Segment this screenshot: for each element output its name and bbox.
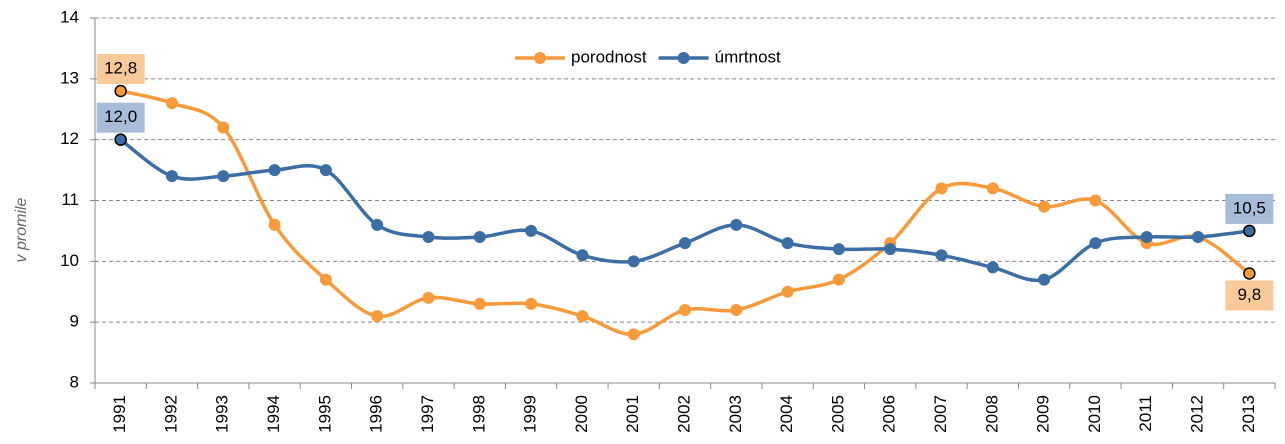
x-tick-label: 1999 [521, 395, 540, 433]
x-tick-label: 2004 [777, 395, 796, 433]
x-tick-label: 2011 [1136, 395, 1155, 432]
value-label-bg [1225, 280, 1274, 311]
x-tick-label: 2010 [1085, 395, 1104, 433]
data-point [1140, 231, 1153, 243]
x-tick-label: 2012 [1188, 395, 1207, 433]
x-tick-label: 2006 [880, 395, 899, 433]
x-tick-label: 1991 [110, 395, 129, 433]
data-point [371, 218, 384, 231]
data-point [679, 237, 691, 250]
data-point [473, 231, 486, 243]
y-tick-label: 10 [60, 251, 79, 270]
value-label: 10,5 [1233, 198, 1266, 217]
y-tick-label: 13 [60, 68, 79, 87]
x-tick-label: 2009 [1034, 395, 1053, 433]
data-point [1192, 231, 1205, 243]
data-point [165, 97, 178, 110]
data-point [473, 297, 486, 310]
data-point [1038, 273, 1051, 286]
data-point [165, 170, 178, 183]
value-label-bg [96, 102, 145, 133]
data-point [268, 164, 281, 177]
data-point [781, 237, 794, 250]
data-point [781, 285, 794, 298]
value-label: 12,8 [104, 58, 137, 77]
y-tick-label: 11 [61, 190, 79, 209]
data-point [884, 243, 897, 256]
legend-label: porodnost [571, 47, 647, 66]
data-point [986, 261, 999, 274]
x-tick-label: 2007 [931, 395, 950, 433]
y-tick-label: 9 [70, 312, 79, 331]
data-point [1089, 237, 1102, 250]
data-point [1038, 200, 1051, 213]
data-point [832, 273, 845, 286]
legend-label: úmrtnost [715, 47, 781, 66]
data-point [935, 249, 948, 262]
data-point [319, 273, 332, 286]
x-tick-label: 2013 [1239, 395, 1258, 433]
data-point [730, 218, 743, 231]
value-label: 9,8 [1238, 285, 1262, 304]
data-point [627, 328, 640, 341]
data-point [525, 297, 538, 310]
y-tick-label: 8 [70, 372, 79, 391]
legend-marker [677, 52, 690, 64]
data-point [422, 231, 435, 243]
data-point [114, 133, 127, 146]
data-point [576, 310, 589, 323]
data-point [730, 304, 743, 316]
data-point [576, 249, 589, 262]
data-point [114, 84, 127, 98]
x-tick-label: 2005 [828, 395, 847, 433]
data-point [935, 182, 948, 195]
data-point [1243, 224, 1256, 238]
x-tick-label: 2001 [623, 395, 642, 433]
y-tick-label: 14 [60, 7, 79, 26]
y-axis-label: v promile [13, 197, 30, 262]
data-point [371, 310, 384, 323]
data-point [217, 170, 230, 183]
x-tick-label: 2000 [572, 395, 591, 433]
series-line [120, 89, 1251, 337]
data-point [832, 243, 845, 256]
data-point [986, 182, 999, 195]
data-point [1089, 194, 1102, 207]
data-point [268, 218, 281, 231]
value-label: 12,0 [104, 107, 137, 126]
data-point [319, 164, 332, 177]
x-tick-label: 1996 [367, 395, 386, 433]
x-tick-label: 1994 [264, 395, 283, 433]
x-tick-label: 2003 [726, 395, 745, 433]
value-label-bg [1225, 193, 1274, 224]
value-label-bg [96, 54, 145, 84]
x-tick-label: 1992 [161, 395, 180, 433]
series-line [119, 138, 1250, 283]
x-tick-label: 1998 [469, 395, 488, 433]
y-tick-label: 12 [60, 129, 79, 148]
x-tick-label: 1995 [315, 395, 334, 433]
data-point [627, 255, 640, 268]
x-tick-label: 2002 [674, 395, 693, 433]
data-point [217, 121, 230, 134]
data-point [422, 291, 435, 304]
x-tick-label: 1993 [213, 395, 232, 433]
x-tick-label: 1997 [418, 395, 437, 433]
data-point [1243, 267, 1256, 280]
legend-marker [534, 52, 546, 64]
data-point [679, 304, 691, 316]
data-point [525, 224, 538, 237]
x-tick-label: 2008 [982, 395, 1001, 433]
